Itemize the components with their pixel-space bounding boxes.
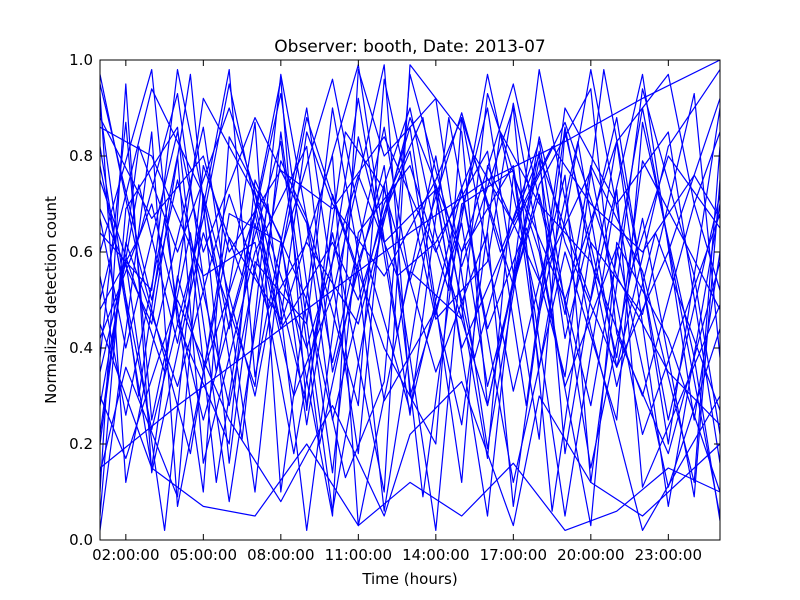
- series-line-10: [100, 68, 720, 498]
- series-line-27: [100, 117, 720, 253]
- series-line-29: [100, 323, 720, 532]
- x-tick-label: 14:00:00: [402, 546, 469, 564]
- series-line-2: [100, 116, 720, 512]
- y-tick-label: 0.4: [69, 339, 93, 357]
- series-line-26: [100, 116, 720, 426]
- y-tick-label: 1.0: [69, 51, 93, 69]
- series-line-17: [100, 68, 720, 532]
- series-line-19: [100, 78, 720, 503]
- series-line-18: [100, 126, 720, 483]
- series-line-15: [100, 64, 720, 517]
- x-tick-label: 05:00:00: [170, 546, 237, 564]
- series-line-21: [100, 116, 720, 517]
- y-tick-label: 0.0: [69, 531, 93, 549]
- tick-layer: 02:00:00 05:00:00 08:00:00 11:00:00 14:00:00…: [69, 51, 720, 564]
- y-axis-label: Normalized detection count: [42, 196, 60, 404]
- series-layer: [100, 60, 720, 532]
- series-line-28: [100, 299, 720, 527]
- y-tick-label: 0.2: [69, 435, 93, 453]
- x-tick-label: 08:00:00: [247, 546, 314, 564]
- x-tick-label: 17:00:00: [480, 546, 547, 564]
- x-tick-label: 20:00:00: [557, 546, 624, 564]
- plot-frame: [99, 59, 721, 541]
- series-line-25: [100, 107, 720, 531]
- x-tick-label: 11:00:00: [325, 546, 392, 564]
- series-line-7: [100, 83, 720, 527]
- x-axis-label: Time (hours): [361, 570, 457, 588]
- chart-title: Observer: booth, Date: 2013-07: [274, 37, 545, 57]
- x-tick-label: 02:00:00: [92, 546, 159, 564]
- y-tick-label: 0.8: [69, 147, 93, 165]
- series-line-22: [100, 60, 720, 469]
- y-tick-label: 0.6: [69, 243, 93, 261]
- series-line-8: [100, 78, 720, 532]
- series-line-14: [100, 73, 720, 474]
- x-tick-label: 23:00:00: [635, 546, 702, 564]
- series-line-23: [100, 73, 720, 440]
- series-line-13: [100, 78, 720, 521]
